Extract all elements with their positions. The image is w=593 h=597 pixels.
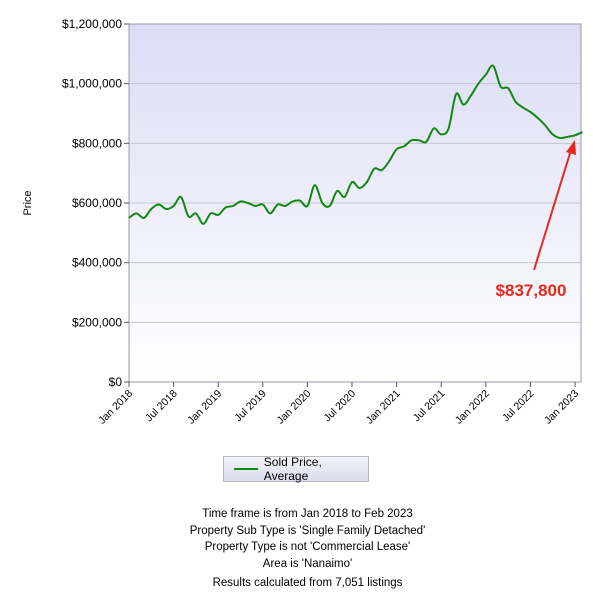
note-area: Area is 'Nanaimo' (262, 557, 353, 570)
annotation-arrowhead (566, 140, 576, 155)
y-tick-label: $800,000 (72, 136, 122, 150)
x-tick-label: Jan 2022 (453, 388, 492, 427)
x-tick-label: Jan 2021 (364, 388, 403, 427)
y-tick-label: $200,000 (72, 315, 122, 329)
x-axis: Jan 2018 Jul 2018 Jan 2019 Jul 2019 Jan 2020… (96, 382, 581, 427)
legend-label: Sold Price, Average (263, 455, 322, 483)
x-tick-label: Jul 2022 (500, 388, 537, 425)
annotation-arrow (533, 149, 572, 271)
chart-notes: Time frame is from Jan 2018 to Feb 2023 … (0, 506, 593, 592)
series-line-sold-price-average (128, 64, 583, 225)
grid-lines (129, 83, 581, 323)
annotation-value: $837,800 (496, 281, 567, 300)
x-tick-label: Jul 2020 (322, 388, 359, 425)
y-tick-label: $0 (109, 375, 123, 389)
x-tick-label: Jan 2020 (274, 388, 313, 427)
x-tick-label: Jul 2018 (143, 388, 180, 425)
y-tick-label: $1,200,000 (62, 17, 122, 31)
y-axis: $1,200,000 $1,000,000 $800,000 $600,000 $400… (62, 17, 129, 389)
x-tick-label: Jul 2019 (232, 388, 269, 425)
legend: Sold Price, Average (223, 455, 369, 483)
note-listings-count: Results calculated from 7,051 listings (212, 577, 403, 589)
y-tick-label: $600,000 (72, 196, 122, 210)
x-tick-label: Jan 2018 (96, 388, 135, 427)
y-axis-label: Price (22, 190, 34, 215)
x-tick-label: Jan 2023 (542, 388, 581, 427)
x-tick-label: Jan 2019 (185, 388, 224, 427)
note-property-type: Property Type is not 'Commercial Lease' (204, 541, 411, 553)
y-tick-label: $1,000,000 (62, 77, 122, 91)
note-time-frame: Time frame is from Jan 2018 to Feb 2023 (202, 508, 413, 520)
x-tick-label: Jul 2021 (411, 388, 448, 425)
legend-swatch (234, 468, 258, 470)
y-tick-label: $400,000 (72, 256, 122, 270)
note-sub-type: Property Sub Type is 'Single Family Deta… (189, 524, 426, 537)
